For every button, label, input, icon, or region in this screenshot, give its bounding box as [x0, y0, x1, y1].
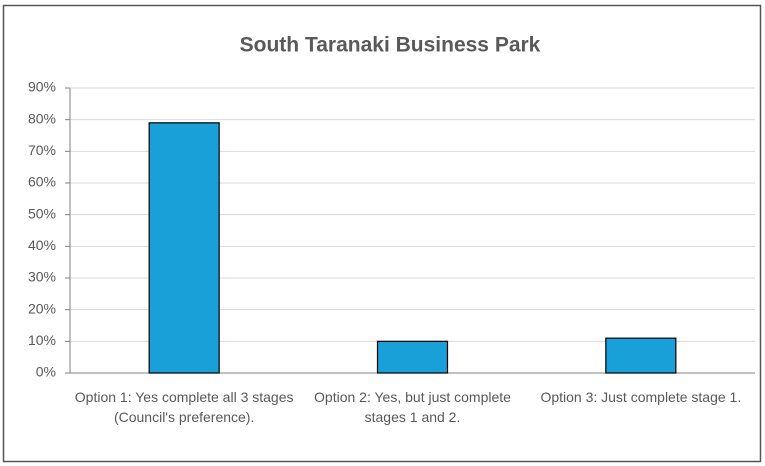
y-tick-label: 90% — [28, 79, 56, 95]
y-tick-label: 80% — [28, 110, 56, 126]
y-tick-label: 10% — [28, 332, 56, 348]
x-tick-label: Option 2: Yes, but just complete stages … — [314, 389, 511, 425]
y-tick-label: 0% — [36, 364, 56, 380]
y-tick-label: 70% — [28, 142, 56, 158]
bar — [376, 340, 449, 374]
y-tick-label: 40% — [28, 237, 56, 253]
y-tick-label: 30% — [28, 269, 56, 285]
y-tick-label: 60% — [28, 174, 56, 190]
y-tick-label: 20% — [28, 300, 56, 316]
x-tick-label: Option 3: Just complete stage 1. — [540, 389, 742, 405]
bar — [148, 122, 220, 374]
x-tick-label: Option 1: Yes complete all 3 stages (Cou… — [74, 389, 294, 425]
chart-border — [2, 4, 762, 463]
bar — [605, 337, 677, 374]
y-tick-label: 50% — [28, 205, 56, 221]
chart-title: South Taranaki Business Park — [240, 34, 541, 57]
